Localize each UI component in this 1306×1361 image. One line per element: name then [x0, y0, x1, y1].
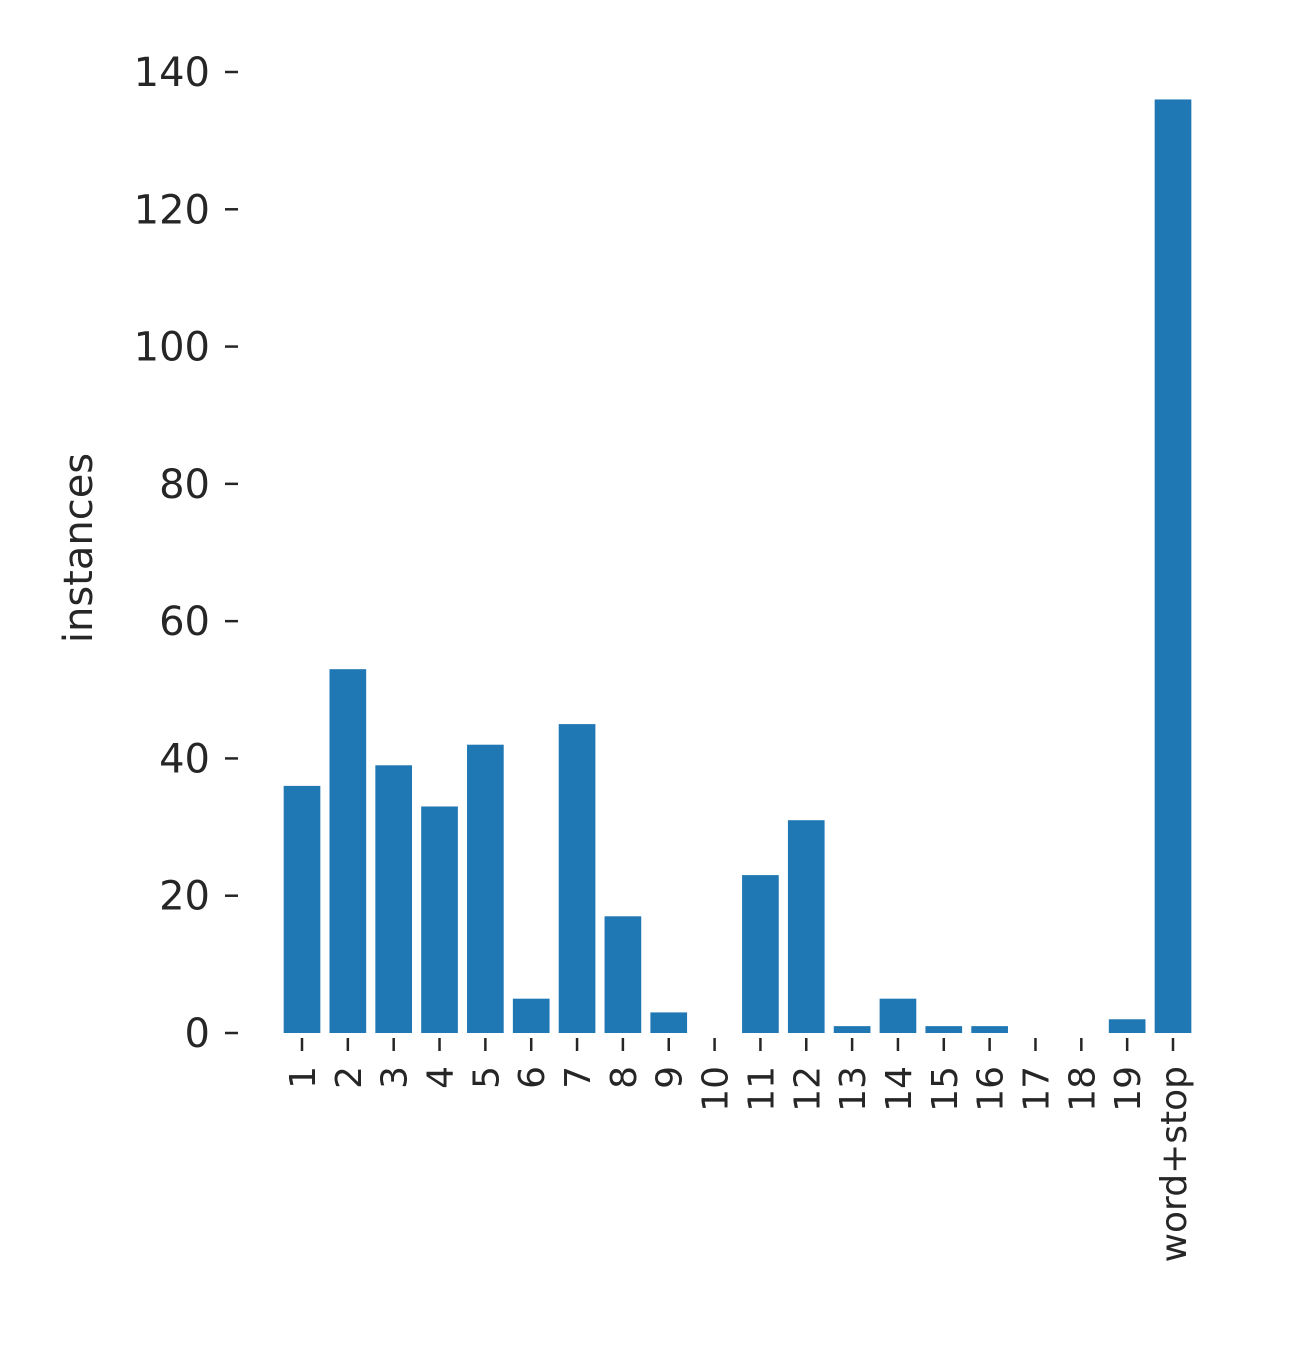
- bar: [650, 1012, 688, 1033]
- y-axis-label: instances: [56, 453, 102, 643]
- x-tick-label: word+stop: [1154, 1066, 1195, 1262]
- x-tick-label: 13: [833, 1066, 874, 1112]
- x-tick-label: 19: [1108, 1066, 1149, 1112]
- bar: [283, 785, 321, 1033]
- x-tick-label: 9: [650, 1066, 691, 1089]
- bar: [467, 744, 504, 1033]
- bar: [1108, 1019, 1146, 1033]
- x-tick-label: 12: [787, 1066, 828, 1112]
- y-tick-label: 100: [134, 325, 210, 371]
- x-tick-label: 4: [421, 1066, 462, 1089]
- bar: [879, 998, 917, 1033]
- bar: [375, 765, 413, 1033]
- y-tick-label: 0: [185, 1011, 210, 1057]
- y-tick-label: 20: [159, 874, 210, 920]
- bar: [742, 875, 779, 1033]
- x-axis: 1 2 3 4 5 6 7 8 9 10 11 12 13 14 15 16 17 18 19 word+stop: [283, 1038, 1195, 1262]
- x-tick-label: 1: [283, 1066, 324, 1089]
- bar: [833, 1026, 871, 1033]
- bars: [283, 99, 1192, 1033]
- bar: [512, 998, 550, 1033]
- x-tick-label: 15: [925, 1066, 966, 1112]
- x-tick-label: 16: [971, 1066, 1012, 1112]
- x-tick-label: 18: [1062, 1066, 1103, 1112]
- bar: [604, 916, 642, 1033]
- x-tick-label: 6: [512, 1066, 553, 1089]
- bar: [925, 1026, 963, 1033]
- bar: [787, 820, 825, 1033]
- x-tick-label: 5: [466, 1066, 507, 1089]
- x-tick-label: 8: [604, 1066, 645, 1089]
- y-tick-label: 80: [159, 462, 210, 508]
- y-tick-label: 140: [134, 50, 210, 96]
- x-tick-label: 7: [558, 1066, 599, 1089]
- x-tick-label: 11: [741, 1066, 782, 1112]
- x-tick-label: 14: [879, 1066, 920, 1112]
- y-tick-label: 40: [159, 736, 210, 782]
- bar: [1154, 99, 1192, 1033]
- y-axis: 0 20 40 60 80 100 120 140: [134, 50, 238, 1057]
- x-tick-label: 17: [1016, 1066, 1057, 1112]
- y-tick-label: 120: [134, 187, 210, 233]
- bar: [421, 806, 458, 1033]
- bar: [329, 669, 367, 1033]
- bar: [558, 724, 596, 1033]
- x-tick-label: 3: [375, 1066, 416, 1089]
- x-tick-label: 2: [329, 1066, 370, 1089]
- y-tick-label: 60: [159, 599, 210, 645]
- x-tick-label: 10: [696, 1066, 737, 1112]
- bar: [971, 1026, 1008, 1033]
